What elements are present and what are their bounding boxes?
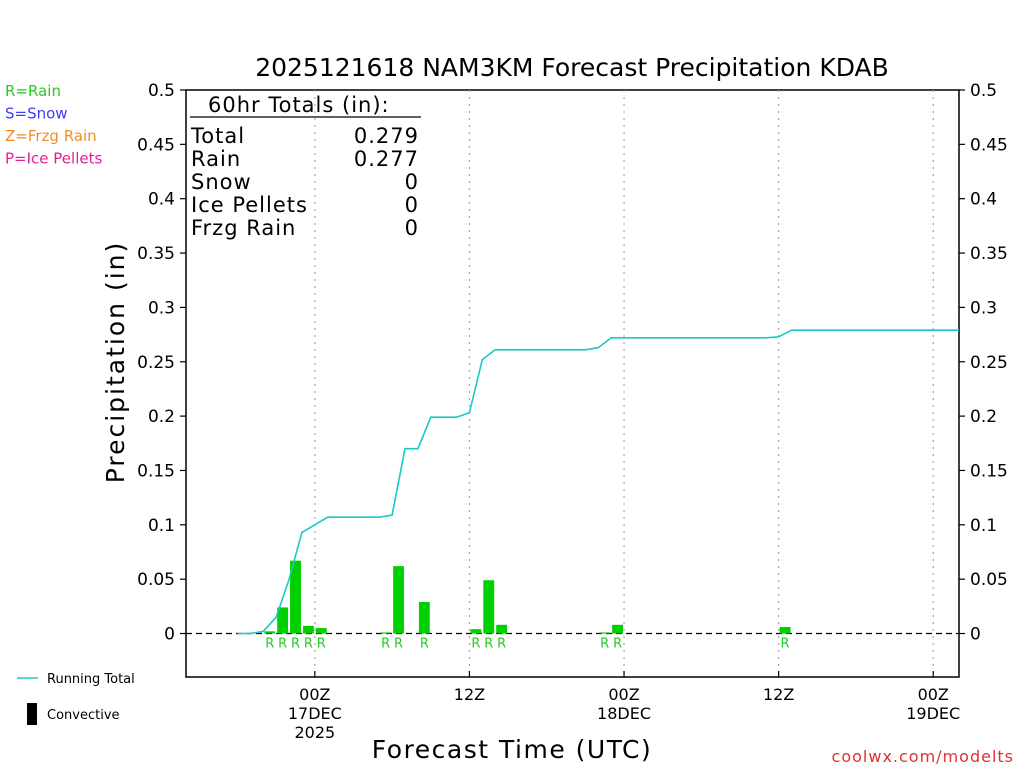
x-tick-label: 2025	[294, 723, 335, 742]
y-axis-title: Precipitation (in)	[101, 241, 130, 484]
y-tick-label-left: 0	[164, 625, 175, 645]
x-tick-label: 00Z	[918, 685, 949, 704]
y-axis-ticks: 0 00.05 0.050.1 0.10.15 0.150.2 0.20.25 0.250.…	[137, 81, 1008, 645]
totals-label: Rain	[191, 147, 241, 171]
y-tick-label-right: 0.5	[970, 81, 997, 101]
y-tick-label-right: 0.35	[970, 244, 1008, 264]
series-legend-label: Running Total	[47, 672, 135, 687]
precip-type-label: R	[317, 637, 326, 652]
type-legend-item: Z=Frzg Rain	[5, 127, 97, 145]
totals-value: 0	[405, 193, 419, 217]
y-tick-label-left: 0.45	[137, 135, 175, 155]
totals-label: Ice Pellets	[191, 193, 308, 217]
plot-frame	[185, 89, 960, 678]
convective-legend-swatch	[27, 703, 37, 725]
credit-text: coolwx.com/modelts	[832, 747, 1014, 766]
y-tick-label-right: 0	[970, 625, 981, 645]
precip-bar	[612, 624, 624, 634]
y-tick-label-left: 0.5	[148, 81, 175, 101]
precip-type-label: R	[304, 637, 313, 652]
y-tick-label-right: 0.4	[970, 190, 997, 210]
totals-header: 60hr Totals (in):	[208, 93, 390, 117]
x-tick-label: 12Z	[763, 685, 794, 704]
y-tick-label-right: 0.05	[970, 570, 1008, 590]
x-tick-label: 19DEC	[906, 704, 960, 723]
precip-type-label: R	[471, 637, 480, 652]
y-tick-label-left: 0.3	[148, 298, 175, 318]
precip-type-label: R	[484, 637, 493, 652]
y-tick-label-left: 0.4	[148, 190, 175, 210]
precip-bar	[277, 607, 289, 634]
totals-value: 0.277	[354, 147, 419, 171]
precip-type-label: R	[278, 637, 287, 652]
totals-box: 60hr Totals (in): Total 0.279 Rain 0.277 Sno…	[190, 93, 421, 240]
y-tick-label-right: 0.2	[970, 407, 997, 427]
y-tick-label-right: 0.3	[970, 298, 997, 318]
y-tick-label-left: 0.35	[137, 244, 175, 264]
precip-bars	[264, 560, 791, 634]
y-tick-label-right: 0.1	[970, 516, 997, 536]
y-tick-label-left: 0.25	[137, 353, 175, 373]
x-tick-label: 12Z	[454, 685, 485, 704]
y-tick-label-right: 0.15	[970, 461, 1008, 481]
precip-type-label: R	[613, 637, 622, 652]
totals-value: 0	[405, 170, 419, 194]
x-tick-label: 18DEC	[597, 704, 651, 723]
precip-bar	[315, 628, 327, 634]
type-legend-item: S=Snow	[5, 105, 68, 123]
precip-bar	[393, 566, 405, 634]
precip-bar	[302, 625, 314, 634]
precip-type-label: R	[600, 637, 609, 652]
precip-bar	[418, 601, 430, 634]
totals-value: 0.279	[354, 124, 419, 148]
precip-bar	[470, 629, 482, 634]
precip-bar	[380, 632, 392, 634]
totals-label: Snow	[191, 170, 252, 194]
precip-type-label: R	[381, 637, 390, 652]
y-tick-label-right: 0.45	[970, 135, 1008, 155]
precip-type-label: R	[497, 637, 506, 652]
chart-title: 2025121618 NAM3KM Forecast Precipitation…	[255, 53, 889, 82]
precip-bar	[599, 632, 611, 634]
running-total-line	[237, 329, 959, 635]
totals-value: 0	[405, 216, 419, 240]
precip-bar	[483, 580, 495, 634]
series-legend-label: Convective	[47, 708, 120, 723]
x-tick-label: 00Z	[608, 685, 639, 704]
precip-type-label: R	[420, 637, 429, 652]
precip-type-label: R	[291, 637, 300, 652]
y-tick-label-left: 0.05	[137, 570, 175, 590]
totals-label: Total	[190, 124, 245, 148]
precip-bar	[496, 624, 508, 634]
x-tick-label: 00Z	[299, 685, 330, 704]
precip-type-label: R	[781, 637, 790, 652]
precip-bar	[779, 626, 791, 634]
x-tick-label: 17DEC	[288, 704, 342, 723]
precip-type-label: R	[265, 637, 274, 652]
y-tick-label-left: 0.1	[148, 516, 175, 536]
x-axis-title: Forecast Time (UTC)	[372, 735, 652, 764]
y-tick-label-left: 0.2	[148, 407, 175, 427]
precip-bar	[264, 631, 276, 634]
totals-label: Frzg Rain	[191, 216, 296, 240]
y-tick-label-right: 0.25	[970, 353, 1008, 373]
series-legend: Running Total Convective	[17, 672, 135, 725]
precip-bar	[290, 560, 301, 634]
precip-type-label: R	[394, 637, 403, 652]
precip-type-legend: R=Rain S=Snow Z=Frzg Rain P=Ice Pellets	[5, 82, 102, 168]
type-legend-item: P=Ice Pellets	[5, 150, 102, 168]
type-legend-item: R=Rain	[5, 82, 61, 100]
y-tick-label-left: 0.15	[137, 461, 175, 481]
